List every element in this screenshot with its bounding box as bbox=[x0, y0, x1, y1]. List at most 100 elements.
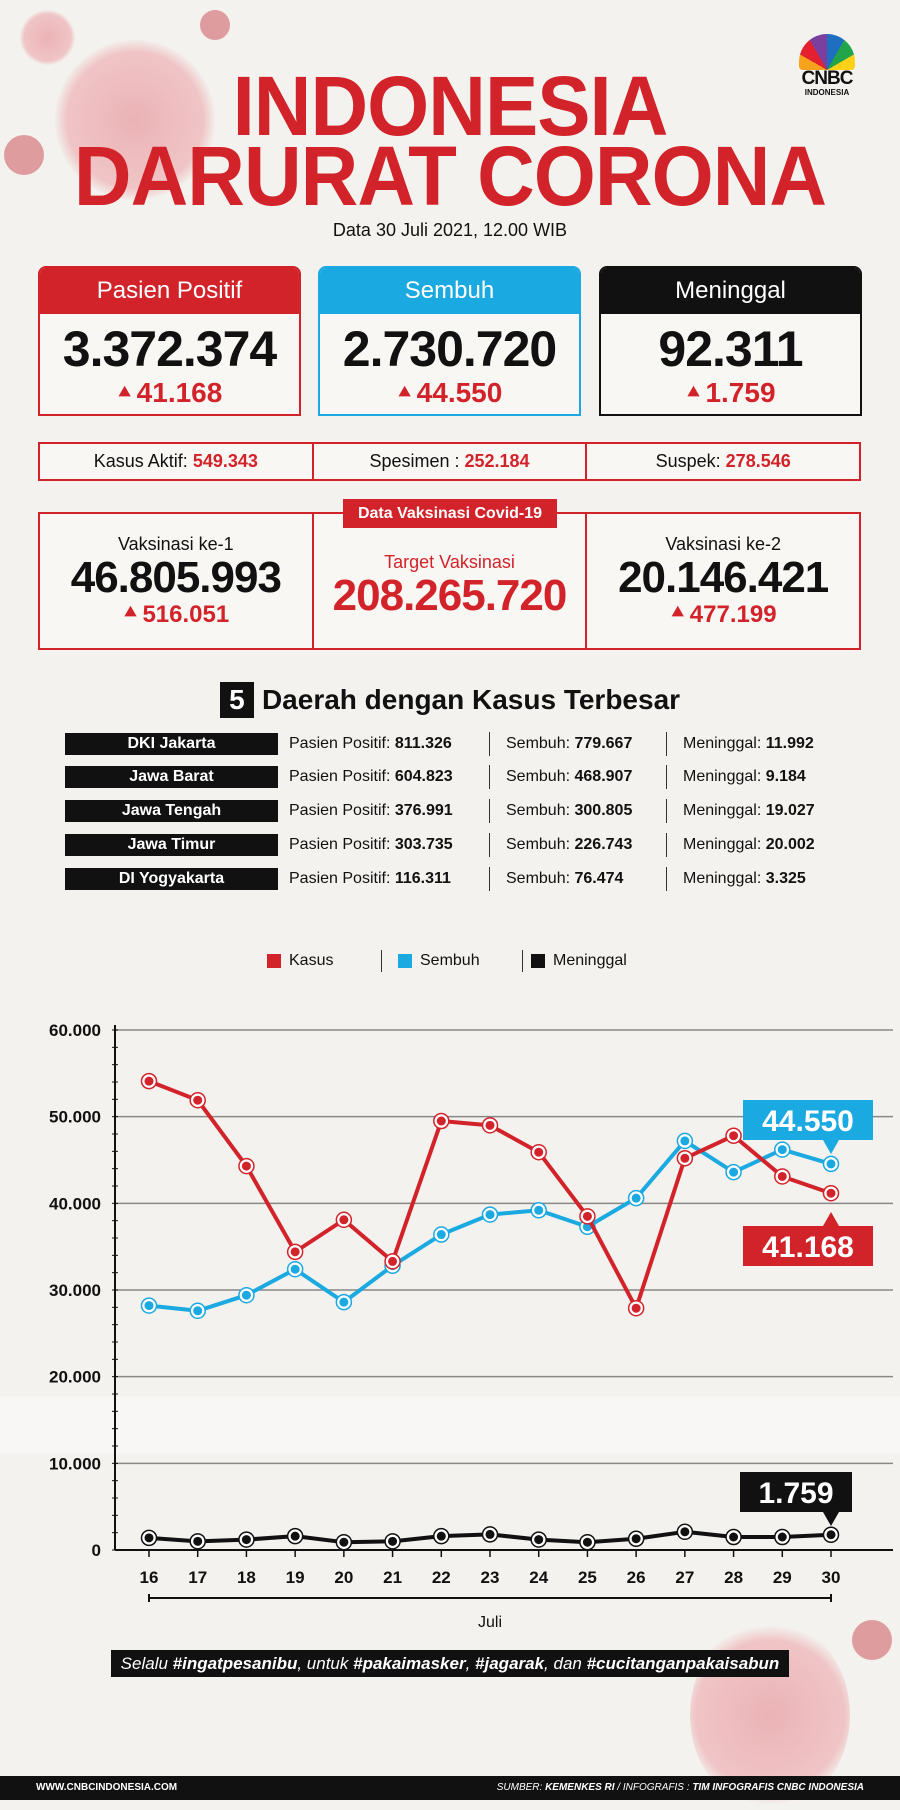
card-increase: 44.550 bbox=[416, 377, 503, 408]
card-pasien-positif: Pasien Positif 3.372.374 ⯅ 41.168 bbox=[38, 266, 301, 416]
y-tick-label: 30.000 bbox=[49, 1281, 101, 1300]
region-row: Jawa Barat Pasien Positif: 604.823 Sembu… bbox=[65, 765, 865, 789]
x-tick-label: 19 bbox=[286, 1568, 305, 1587]
region-positif: Pasien Positif: 811.326 bbox=[289, 735, 452, 753]
card-label: Meninggal bbox=[601, 268, 860, 314]
y-tick-label: 10.000 bbox=[49, 1454, 101, 1473]
y-tick-label: 50.000 bbox=[49, 1108, 101, 1127]
region-meninggal: Meninggal: 19.027 bbox=[683, 802, 815, 820]
data-point-core bbox=[144, 1076, 154, 1086]
label: Meninggal: bbox=[683, 870, 762, 887]
double-chevron-up-icon: ⯅ bbox=[116, 382, 133, 404]
label: Sembuh: bbox=[506, 802, 571, 819]
region-positif: Pasien Positif: 303.735 bbox=[289, 836, 453, 854]
slogan-text: , dan bbox=[544, 1654, 587, 1673]
data-point-core bbox=[290, 1531, 300, 1541]
x-tick-label: 16 bbox=[140, 1568, 159, 1587]
data-point-core bbox=[534, 1535, 544, 1545]
slogan-text: , bbox=[465, 1654, 476, 1673]
data-point-core bbox=[436, 1230, 446, 1240]
region-sembuh: Sembuh: 76.474 bbox=[506, 870, 623, 888]
callout-pointer bbox=[823, 1512, 839, 1526]
y-tick-label: 60.000 bbox=[49, 1021, 101, 1040]
target-vaksinasi: Target Vaksinasi 208.265.720 bbox=[314, 514, 588, 648]
data-point-core bbox=[826, 1159, 836, 1169]
data-point-core bbox=[582, 1211, 592, 1221]
divider bbox=[666, 867, 667, 891]
virus-decoration bbox=[20, 10, 75, 65]
footer-info-label: / INFOGRAFIS : bbox=[614, 1782, 693, 1793]
card-sembuh: Sembuh 2.730.720 ⯅ 44.550 bbox=[318, 266, 581, 416]
vax-label: Vaksinasi ke-1 bbox=[117, 534, 234, 554]
data-point-core bbox=[680, 1136, 690, 1146]
data-point-core bbox=[826, 1530, 836, 1540]
logo-text: CNBC bbox=[801, 68, 854, 89]
data-point-core bbox=[241, 1290, 251, 1300]
double-chevron-up-icon: ⯅ bbox=[396, 382, 413, 404]
label: Pasien Positif: bbox=[289, 735, 391, 752]
footer-source-label: SUMBER: bbox=[496, 1782, 546, 1793]
region-name: Jawa Tengah bbox=[65, 800, 278, 822]
data-point-core bbox=[534, 1205, 544, 1215]
label: Meninggal: bbox=[683, 735, 762, 752]
callout-pointer bbox=[823, 1140, 839, 1154]
legend-label: Kasus bbox=[289, 952, 334, 969]
legend-sembuh: Sembuh bbox=[398, 952, 480, 970]
data-point-core bbox=[534, 1147, 544, 1157]
region-positif: Pasien Positif: 604.823 bbox=[289, 768, 453, 786]
region-positif: Pasien Positif: 376.991 bbox=[289, 802, 453, 820]
footer-info: TIM INFOGRAFIS CNBC INDONESIA bbox=[692, 1782, 864, 1793]
hashtag: #ingatpesanibu bbox=[172, 1654, 298, 1673]
footer-source: KEMENKES RI bbox=[545, 1782, 615, 1793]
divider bbox=[489, 799, 490, 823]
x-tick-label: 28 bbox=[724, 1568, 743, 1587]
data-point-core bbox=[631, 1303, 641, 1313]
callout-value: 44.550 bbox=[762, 1105, 854, 1138]
divider bbox=[666, 765, 667, 789]
callout-pointer bbox=[823, 1212, 839, 1226]
region-sembuh: Sembuh: 300.805 bbox=[506, 802, 632, 820]
region-meninggal: Meninggal: 3.325 bbox=[683, 870, 806, 888]
double-chevron-up-icon: ⯅ bbox=[669, 602, 686, 624]
axis-break-band bbox=[0, 1396, 900, 1454]
regions-title: Daerah dengan Kasus Terbesar bbox=[261, 684, 681, 715]
data-point-core bbox=[826, 1188, 836, 1198]
data-point-core bbox=[680, 1527, 690, 1537]
label: Pasien Positif: bbox=[289, 870, 391, 887]
value: 468.907 bbox=[574, 768, 633, 785]
label: Sembuh: bbox=[506, 836, 571, 853]
data-point-core bbox=[777, 1171, 787, 1181]
hashtag: #cucitanganpakaisabun bbox=[586, 1654, 780, 1673]
summary-label: Suspek: bbox=[655, 451, 721, 471]
value: 11.992 bbox=[765, 735, 814, 752]
value: 19.027 bbox=[765, 802, 815, 819]
summary-spesimen: Spesimen : 252.184 bbox=[314, 444, 588, 479]
legend-label: Meninggal bbox=[553, 952, 627, 969]
legend-kasus: Kasus bbox=[267, 952, 333, 970]
region-row: Jawa Tengah Pasien Positif: 376.991 Semb… bbox=[65, 799, 865, 823]
vax-label: Target Vaksinasi bbox=[384, 552, 515, 572]
logo-subtext: INDONESIA bbox=[804, 88, 850, 97]
x-tick-label: 22 bbox=[432, 1568, 451, 1587]
summary-value: 252.184 bbox=[464, 451, 530, 471]
label: Sembuh: bbox=[506, 768, 571, 785]
vax-increase: 516.051 bbox=[142, 601, 230, 628]
region-meninggal: Meninggal: 20.002 bbox=[683, 836, 815, 854]
vax-value: 20.146.421 bbox=[618, 553, 829, 602]
x-tick-label: 30 bbox=[822, 1568, 841, 1587]
legend-divider bbox=[381, 950, 382, 972]
regions-count: 5 bbox=[219, 682, 254, 718]
data-point-core bbox=[193, 1095, 203, 1105]
summary-label: Spesimen : bbox=[369, 451, 460, 471]
summary-suspek: Suspek: 278.546 bbox=[587, 444, 859, 479]
region-name: DKI Jakarta bbox=[65, 733, 278, 755]
card-value: 2.730.720 bbox=[342, 321, 557, 377]
divider bbox=[489, 765, 490, 789]
vaksinasi-2: Vaksinasi ke-2 20.146.421 ⯅ 477.199 bbox=[587, 514, 859, 648]
region-name: Jawa Barat bbox=[65, 766, 278, 788]
region-sembuh: Sembuh: 226.743 bbox=[506, 836, 632, 854]
data-point-core bbox=[436, 1531, 446, 1541]
card-value: 3.372.374 bbox=[62, 321, 277, 377]
value: 9.184 bbox=[765, 768, 806, 785]
label: Pasien Positif: bbox=[289, 768, 391, 785]
